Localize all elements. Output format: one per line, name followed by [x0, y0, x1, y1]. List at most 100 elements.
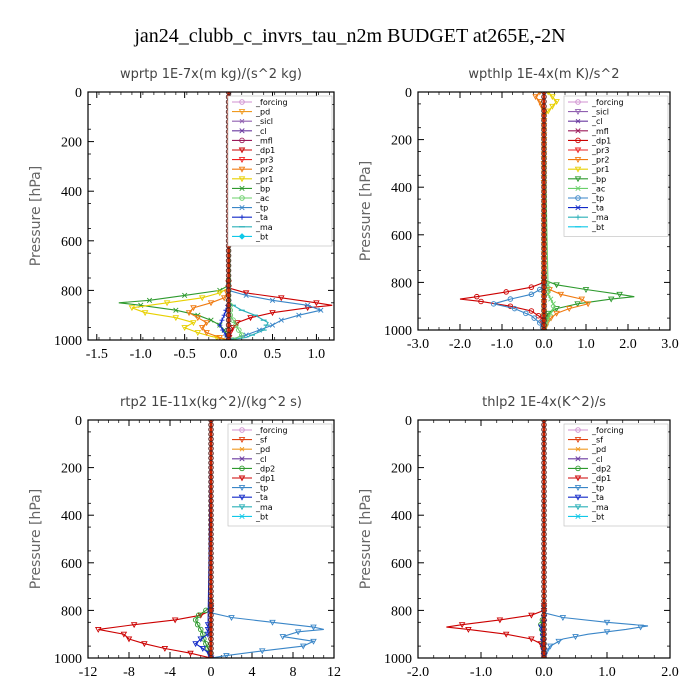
data-point-dp1: [502, 631, 510, 638]
legend-label-dp1: _dp1: [255, 146, 275, 155]
data-point-ac: [238, 332, 245, 338]
plot-frame: [87, 91, 335, 341]
data-point-ac: [236, 327, 242, 333]
legend-label-sicl: _sicl: [255, 117, 273, 126]
legend-label-mfl: _mfl: [591, 127, 609, 136]
data-point-tp: [537, 320, 543, 326]
data-point-ta: [220, 327, 226, 333]
legend-marker-bt: [239, 513, 245, 520]
legend-marker-forcing: [575, 99, 581, 105]
data-point-dp1: [278, 295, 285, 302]
data-point-ta: [219, 317, 225, 323]
x-tick-label: 8: [290, 665, 297, 680]
data-point-pr2: [216, 335, 224, 340]
legend-label-cl: _cl: [255, 455, 267, 464]
data-point-dp1: [120, 631, 128, 638]
data-point-ta: [197, 636, 205, 643]
series-line-pr2: [543, 92, 590, 330]
legend-marker-ta: [575, 204, 581, 211]
data-point-tp: [310, 638, 317, 645]
legend-label-ac: _ac: [591, 184, 605, 193]
data-point-dp2: [203, 640, 209, 647]
data-point-pr2: [194, 315, 202, 322]
legend-marker-bt: [575, 513, 581, 520]
legend-marker-sf: [574, 437, 582, 444]
data-point-dp1: [474, 293, 480, 300]
data-point-pr1: [163, 300, 171, 307]
x-tick-label: -4: [164, 665, 176, 680]
data-point-dp1: [465, 626, 472, 633]
y-tick-label: 1000: [384, 652, 412, 667]
data-point-tp: [555, 638, 562, 645]
legend-label-tp: _tp: [255, 484, 268, 493]
data-point-tp: [507, 296, 514, 302]
legend-label-pr1: _pr1: [591, 165, 609, 174]
series-line-tp: [210, 420, 324, 658]
data-point-dp1: [187, 650, 194, 657]
data-point-tp: [559, 615, 567, 621]
legend-label-pr1: _pr1: [255, 175, 273, 184]
legend-marker-pr3: [238, 157, 246, 164]
legend-label-bp: _bp: [255, 184, 270, 193]
data-point-tp: [278, 317, 284, 323]
panel-title: wprtp 1E-7x(m kg)/(s^2 kg): [120, 67, 302, 82]
legend-label-bp: _bp: [591, 175, 606, 184]
data-point-pr1: [141, 310, 149, 317]
legend-label-pd: _pd: [255, 108, 270, 117]
legend-box: [563, 95, 669, 237]
y-tick-label: 200: [391, 134, 412, 149]
data-point-bp: [182, 292, 188, 298]
legend: _forcing_sicl_cl_mfl_dp1_pr3_pr2_pr1_bp_…: [563, 95, 669, 237]
data-point-dp1: [125, 636, 133, 643]
data-point-pr2: [584, 301, 592, 308]
data-point-bp: [574, 301, 581, 308]
legend-label-sf: _sf: [255, 436, 267, 445]
series-line-dp1: [459, 92, 545, 330]
data-point-pr1: [549, 103, 556, 110]
legend-label-pr2: _pr2: [255, 165, 273, 174]
y-tick-label: 0: [405, 86, 412, 101]
legend-label-ma: _ma: [255, 503, 273, 512]
legend-label-dp1: _dp1: [255, 474, 275, 483]
legend: _forcing_sf_pd_cl_dp2_dp1_tp_ta_ma_bt: [227, 423, 333, 527]
x-tick-label: -1.5: [86, 347, 108, 362]
legend-marker-tp: [238, 485, 246, 492]
figure-title: jan24_clubb_c_invrs_tau_n2m BUDGET at265…: [133, 25, 565, 47]
series-group: [459, 92, 635, 330]
legend-marker-mfl: [239, 137, 245, 144]
legend-label-pr2: _pr2: [591, 156, 609, 165]
legend-label-pd: _pd: [591, 445, 606, 454]
data-point-pr2: [547, 315, 555, 322]
y-tick-label: 1000: [54, 334, 82, 349]
legend-box: [563, 423, 669, 527]
legend-label-ma: _ma: [591, 503, 609, 512]
data-point-bp: [553, 282, 560, 289]
data-point-tp: [223, 653, 230, 658]
data-point-dp1: [496, 617, 504, 624]
legend-label-ac: _ac: [255, 194, 269, 203]
y-axis-label: Pressure [hPa]: [28, 489, 44, 589]
y-tick-label: 400: [391, 509, 412, 524]
legend-marker-ta: [239, 214, 245, 220]
x-tick-label: 0.0: [535, 337, 553, 352]
legend-marker-pr1: [238, 176, 246, 183]
data-point-bp: [582, 287, 590, 293]
y-tick-label: 200: [61, 136, 82, 151]
y-tick-label: 400: [61, 509, 82, 524]
data-point-ac: [548, 296, 554, 302]
data-point-dp1: [528, 308, 535, 314]
data-point-dp1: [528, 636, 535, 643]
data-point-bp: [607, 296, 615, 303]
data-point-bp: [173, 307, 179, 313]
data-point-pr2: [536, 99, 544, 105]
data-point-tp: [547, 643, 554, 650]
x-tick-label: -2.0: [449, 337, 471, 352]
y-tick-label: 600: [391, 229, 412, 244]
legend-label-dp2: _dp2: [591, 464, 611, 473]
data-point-ac: [233, 322, 239, 328]
legend-label-cl: _cl: [591, 455, 603, 464]
legend-label-dp1: _dp1: [591, 474, 611, 483]
legend-marker-cl: [239, 456, 245, 462]
legend-marker-pd: [239, 446, 245, 452]
plot-frame: [417, 91, 671, 331]
